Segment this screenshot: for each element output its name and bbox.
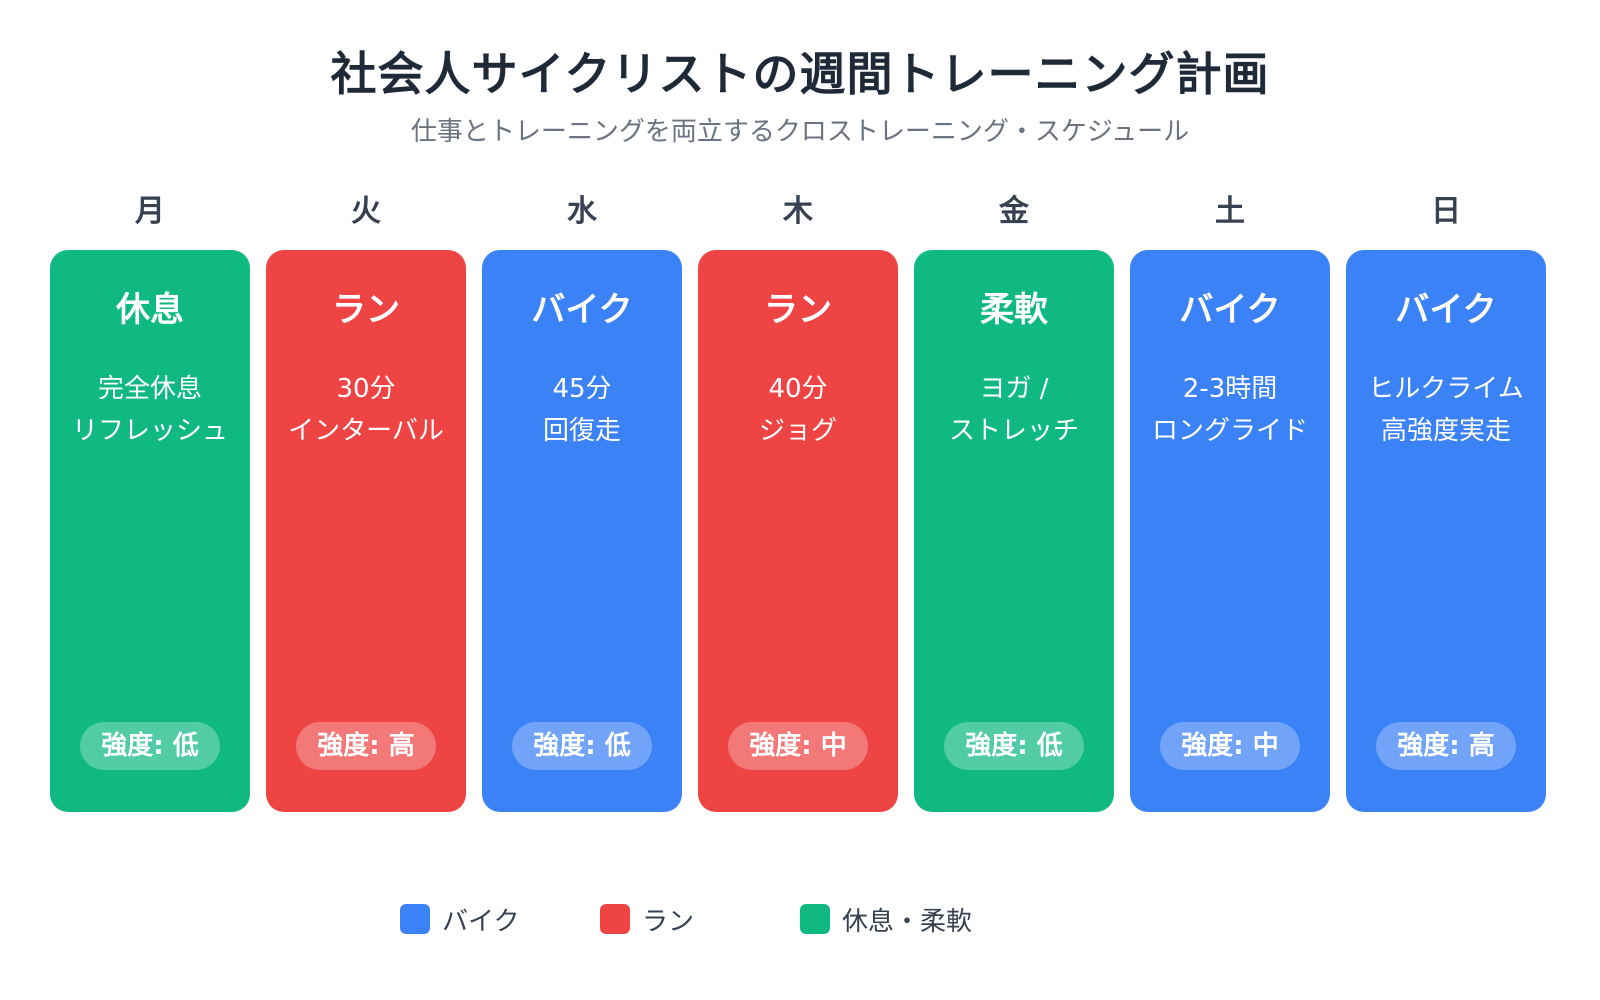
day-label: 水 [567,194,597,229]
intensity-badge: 強度: 中 [728,722,868,770]
day-card: バイク 45分回復走強度: 低 [482,250,682,812]
description-line: 40分 [768,374,828,404]
activity-description: 45分回復走 [482,368,682,452]
legend-item: バイク [400,902,520,937]
description-line: 完全休息 [97,374,202,404]
activity-type: 休息 [116,290,184,330]
day-label: 木 [783,194,813,229]
day-card: バイクヒルクライム 高強度実走強度: 高 [1346,250,1546,812]
description-line: 回復走 [542,416,621,446]
activity-description: 完全休息リフレッシュ [50,368,250,452]
description-line: リフレッシュ [71,416,228,446]
activity-description: 40分ジョグ [698,368,898,452]
description-line: ヨガ / [979,374,1049,404]
legend-swatch [600,904,630,934]
activity-description: 2-3時間ロングライド [1130,368,1330,452]
activity-type: ラン [332,290,400,330]
description-line: 45分 [552,374,612,404]
day-label: 日 [1431,194,1461,229]
day-card: 柔軟ヨガ / ストレッチ強度: 低 [914,250,1114,812]
legend-item: 休息・柔軟 [800,902,973,937]
description-line: 30分 [336,374,396,404]
description-line: ストレッチ [948,416,1079,446]
description-line: 高強度実走 [1380,416,1511,446]
legend-label: バイク [442,906,520,937]
legend-label: 休息・柔軟 [842,906,973,937]
activity-type: バイク [531,290,633,330]
intensity-badge: 強度: 中 [1160,722,1300,770]
day-card: ラン 40分ジョグ強度: 中 [698,250,898,812]
day-label: 土 [1215,194,1245,229]
intensity-badge: 強度: 高 [1376,722,1516,770]
day-label: 月 [135,194,165,229]
day-card: 休息完全休息リフレッシュ強度: 低 [50,250,250,812]
intensity-badge: 強度: 低 [512,722,652,770]
intensity-badge: 強度: 低 [80,722,220,770]
description-line: ジョグ [758,416,837,446]
intensity-badge: 強度: 低 [944,722,1084,770]
description-line: ロングライド [1151,416,1308,446]
day-card: ラン 30分インターバル強度: 高 [266,250,466,812]
activity-type: 柔軟 [980,290,1048,330]
legend-item: ラン [600,902,695,937]
day-card: バイク 2-3時間ロングライド強度: 中 [1130,250,1330,812]
activity-description: ヨガ / ストレッチ [914,368,1114,452]
description-line: 2-3時間 [1182,374,1278,404]
description-line: インターバル [288,416,444,446]
day-label: 火 [351,194,381,229]
activity-description: ヒルクライム 高強度実走 [1346,368,1546,452]
activity-type: ラン [764,290,832,330]
intensity-badge: 強度: 高 [296,722,436,770]
activity-type: バイク [1395,290,1497,330]
legend-swatch [400,904,430,934]
legend-swatch [800,904,830,934]
page-title: 社会人サイクリストの週間トレーニング計画 [330,47,1270,101]
day-label: 金 [999,194,1029,229]
activity-type: バイク [1179,290,1281,330]
legend-label: ラン [642,906,695,937]
description-line: ヒルクライム [1368,374,1524,404]
page-subtitle: 仕事とトレーニングを両立するクロストレーニング・スケジュール [410,117,1190,147]
activity-description: 30分インターバル [266,368,466,452]
